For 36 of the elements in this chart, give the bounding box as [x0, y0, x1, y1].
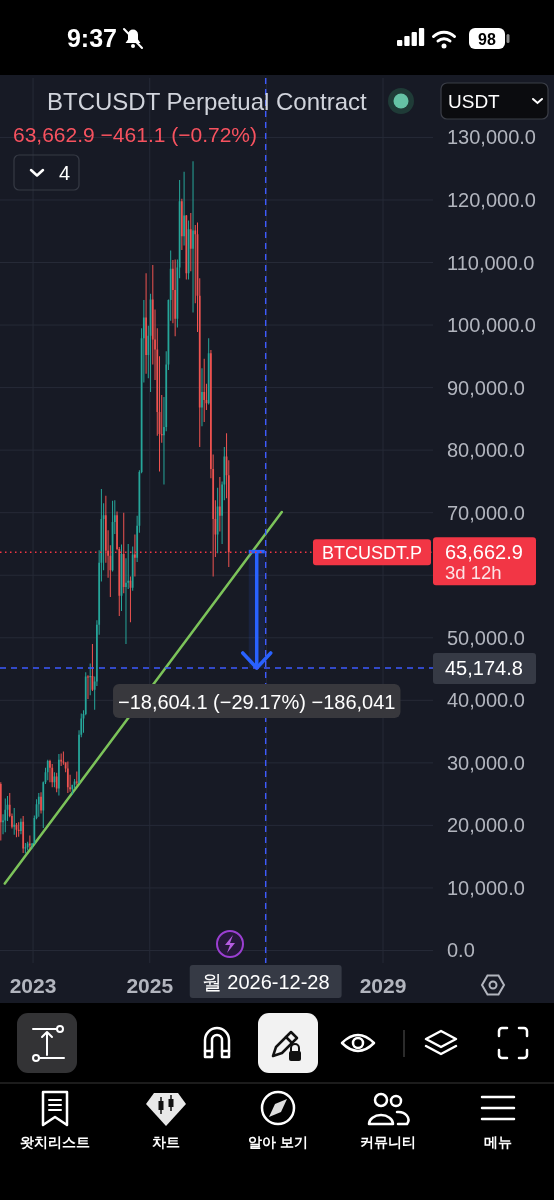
ref-line-label: 45,174.8 — [445, 656, 523, 679]
candlestick — [192, 161, 194, 313]
y-tick-label: 10,000.0 — [447, 876, 525, 899]
text: 3d 12h — [445, 562, 502, 584]
ref-line-label: 월 2026-12-28 — [201, 971, 330, 993]
y-tick-label: 70,000.0 — [447, 501, 525, 524]
y-tick-label: 120,000.0 — [447, 188, 536, 211]
candlestick — [134, 534, 136, 577]
ref-line-label: 63,662.9 — [445, 541, 523, 564]
text: 커뮤니티 — [360, 1134, 416, 1150]
annotation: 4 — [59, 162, 71, 184]
y-tick-label: 90,000.0 — [447, 376, 525, 399]
text: USDT — [448, 91, 501, 112]
text: 알아 보기 — [248, 1134, 308, 1150]
y-tick-label: 80,000.0 — [447, 439, 525, 462]
annotation: −18,604.1 (−29.17%) −186,041 — [118, 690, 396, 713]
annotation: BTCUSDT.P — [321, 543, 422, 564]
text: 왓치리스트 — [20, 1134, 90, 1150]
y-tick-label: 20,000.0 — [447, 814, 525, 837]
text: 차트 — [152, 1134, 180, 1150]
x-tick-label: 2025 — [126, 974, 174, 997]
y-tick-label: 0.0 — [447, 939, 475, 962]
text: 9:37 — [66, 24, 118, 52]
chart-title: BTCUSDT Perpetual Contract — [47, 88, 368, 115]
x-tick-label: 2023 — [9, 974, 57, 997]
y-tick-label: 130,000.0 — [447, 126, 536, 149]
x-tick-label: 2029 — [359, 974, 407, 997]
text: 63,662.9 −461.1 (−0.72%) — [13, 123, 258, 146]
y-tick-label: 110,000.0 — [447, 251, 535, 274]
y-tick-label: 30,000.0 — [447, 751, 525, 774]
y-tick-label: 100,000.0 — [447, 314, 536, 337]
text: 98 — [478, 30, 496, 48]
text: 메뉴 — [484, 1134, 512, 1150]
candlestick — [87, 675, 89, 700]
y-tick-label: 50,000.0 — [447, 626, 525, 649]
y-tick-label: 40,000.0 — [447, 689, 525, 712]
